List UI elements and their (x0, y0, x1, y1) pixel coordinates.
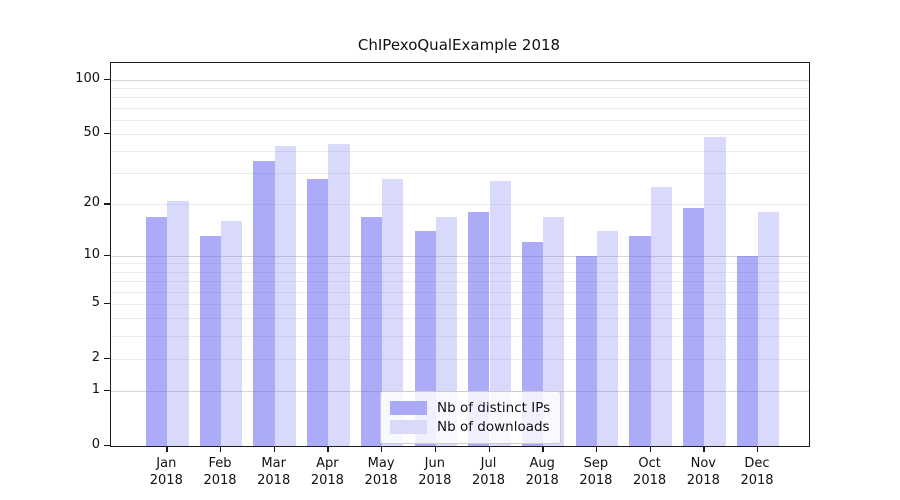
legend-swatch-distinct-ips (390, 400, 427, 415)
gridline-9 (111, 263, 809, 265)
x-tick-label-aug: Aug 2018 (525, 456, 559, 488)
gridline-3 (111, 335, 809, 337)
x-tick-mark-mar (273, 446, 276, 452)
gridline-40 (111, 151, 809, 153)
gridline-2 (111, 358, 809, 360)
y-tick-label-20: 20 (83, 195, 100, 211)
y-tick-mark-5 (104, 302, 110, 305)
y-tick-mark-100 (104, 78, 110, 80)
bar-ips-may (360, 216, 383, 446)
legend-item-distinct-ips: Nb of distinct IPs (390, 399, 550, 416)
y-tick-mark-20 (104, 203, 110, 205)
legend-item-downloads: Nb of downloads (390, 418, 550, 435)
bar-downloads-apr (328, 143, 350, 446)
x-tick-mark-jul (488, 446, 490, 452)
x-tick-mark-may (381, 446, 383, 452)
bar-ips-apr (307, 178, 329, 446)
y-tick-mark-0 (104, 445, 110, 447)
x-tick-label-jul: Jul 2018 (471, 456, 506, 488)
x-tick-mark-apr (327, 446, 329, 452)
gridline-100 (111, 79, 809, 81)
gridline-5 (111, 303, 809, 305)
y-tick-mark-2 (104, 357, 110, 360)
bar-downloads-jan (167, 200, 189, 446)
bar-downloads-sep (596, 230, 619, 446)
legend-label-distinct-ips: Nb of distinct IPs (437, 399, 551, 416)
bar-ips-jan (146, 216, 168, 446)
x-tick-label-nov: Nov 2018 (686, 456, 720, 488)
x-tick-label-oct: Oct 2018 (633, 456, 667, 488)
bar-ips-oct (629, 236, 651, 446)
gridline-6 (111, 291, 809, 293)
bar-downloads-nov (704, 136, 726, 446)
y-tick-mark-1 (104, 390, 110, 392)
bar-downloads-aug (543, 216, 565, 446)
legend: Nb of distinct IPs Nb of downloads (380, 391, 562, 444)
x-tick-label-may: May 2018 (364, 456, 398, 488)
bar-downloads-jun (435, 216, 458, 446)
gridline-7 (111, 280, 809, 282)
bar-downloads-dec (758, 212, 780, 446)
bar-downloads-jul (489, 181, 511, 446)
bar-downloads-feb (221, 221, 243, 446)
gridline-8 (111, 271, 809, 273)
gridline-60 (111, 119, 809, 121)
x-tick-label-jun: Jun 2018 (418, 456, 452, 488)
gridline-80 (111, 97, 809, 98)
x-tick-mark-sep (595, 446, 598, 452)
bar-ips-feb (199, 236, 221, 446)
gridline-70 (111, 107, 809, 109)
x-tick-mark-aug (542, 446, 544, 452)
bar-downloads-may (382, 178, 404, 446)
y-tick-label-100: 100 (75, 70, 100, 86)
gridline-20 (111, 204, 809, 206)
chart-title: ChIPexoQualExample 2018 (357, 36, 561, 54)
gridline-90 (111, 87, 809, 89)
y-tick-mark-10 (104, 254, 110, 256)
y-tick-label-1: 1 (91, 382, 100, 397)
y-tick-label-10: 10 (83, 246, 100, 262)
bar-downloads-mar (274, 145, 296, 446)
x-tick-label-dec: Dec 2018 (740, 456, 774, 488)
y-tick-label-5: 5 (91, 294, 100, 310)
bar-ips-nov (683, 208, 705, 446)
y-tick-label-2: 2 (91, 349, 100, 365)
y-tick-label-0: 0 (91, 437, 100, 452)
x-tick-mark-feb (220, 446, 222, 452)
y-tick-mark-50 (104, 132, 110, 135)
x-tick-label-feb: Feb 2018 (203, 456, 237, 488)
y-tick-label-50: 50 (83, 124, 100, 140)
x-tick-mark-nov (703, 446, 705, 452)
x-tick-label-jan: Jan 2018 (149, 456, 183, 488)
bar-ips-sep (575, 255, 597, 446)
bar-downloads-oct (650, 187, 672, 446)
x-tick-label-sep: Sep 2018 (579, 456, 613, 488)
plot-area (110, 62, 810, 447)
bar-ips-dec (736, 255, 758, 446)
bar-ips-mar (253, 161, 275, 446)
gridline-30 (111, 173, 809, 175)
legend-label-downloads: Nb of downloads (437, 418, 550, 435)
x-tick-mark-oct (649, 446, 651, 452)
x-tick-label-mar: Mar 2018 (257, 456, 291, 488)
x-tick-mark-jun (434, 446, 437, 452)
gridline-4 (111, 318, 809, 320)
legend-swatch-downloads (390, 419, 427, 434)
x-tick-mark-dec (757, 446, 759, 452)
bar-ips-jul (468, 212, 490, 446)
x-tick-mark-jan (166, 446, 168, 452)
gridline-50 (111, 133, 809, 135)
gridline-10 (111, 255, 809, 257)
x-tick-label-apr: Apr 2018 (310, 456, 344, 488)
